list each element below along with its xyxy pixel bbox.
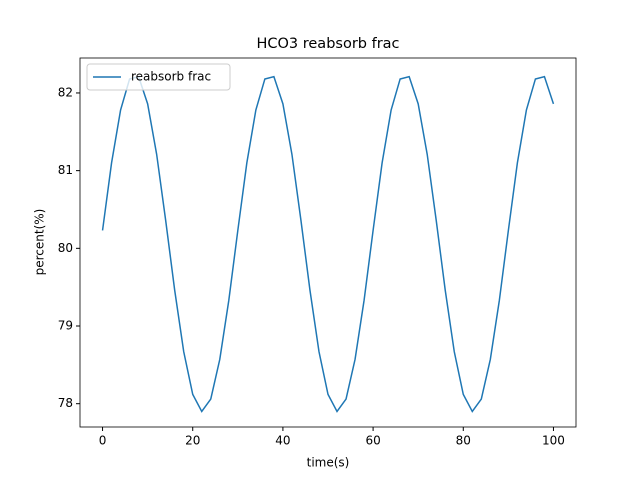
y-tick-label: 82	[58, 85, 73, 99]
x-tick-label: 40	[275, 434, 290, 448]
y-tick-label: 78	[58, 396, 73, 410]
x-tick-label: 20	[185, 434, 200, 448]
x-tick-label: 60	[365, 434, 380, 448]
line-series	[101, 75, 555, 413]
x-tick-label: 0	[99, 434, 107, 448]
chart-title: HCO3 reabsorb frac	[256, 36, 399, 52]
y-tick-label: 79	[58, 319, 73, 333]
legend-box	[86, 63, 231, 91]
x-axis-label: time(s)	[307, 456, 350, 470]
x-tick-label: 80	[456, 434, 471, 448]
plot-frame	[79, 57, 577, 428]
x-tick-label: 100	[542, 434, 565, 448]
y-tick-label: 80	[58, 241, 73, 255]
y-axis-label: percent(%)	[33, 209, 47, 276]
y-tick-label: 81	[58, 163, 73, 177]
legend-label: reabsorb frac	[131, 70, 211, 84]
